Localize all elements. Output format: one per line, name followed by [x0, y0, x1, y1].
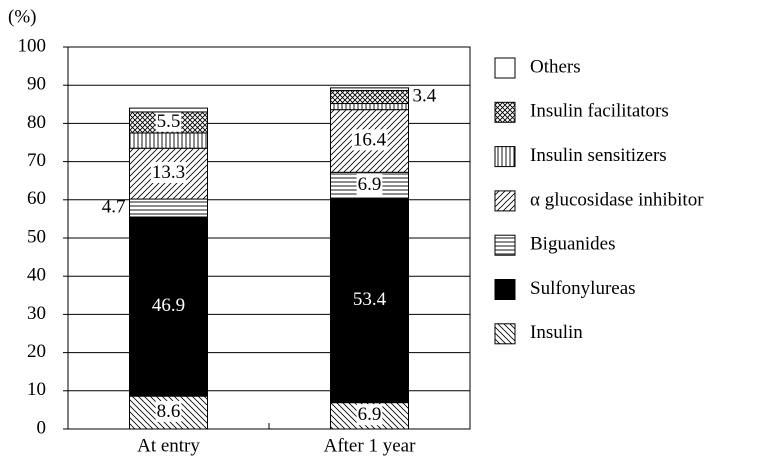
- y-tick-label: 100: [18, 35, 47, 56]
- data-label: 8.6: [157, 401, 181, 422]
- data-label: 3.4: [413, 85, 437, 106]
- y-tick-label: 20: [27, 341, 46, 362]
- legend-swatch: [494, 101, 516, 123]
- data-label-bg: [155, 400, 182, 422]
- bar-segment: [330, 87, 409, 92]
- bar-segment: [129, 216, 208, 397]
- legend-swatch: [494, 323, 516, 345]
- x-tick-label: After 1 year: [324, 435, 416, 456]
- bar-segment: [330, 103, 409, 111]
- y-axis-label: (%): [8, 6, 36, 27]
- y-tick-label: 10: [27, 379, 46, 400]
- legend-label: Others: [530, 56, 581, 77]
- y-tick-label: 40: [27, 265, 46, 286]
- legend-label: Insulin: [530, 322, 583, 343]
- data-label-bg: [356, 404, 383, 426]
- legend-swatch: [494, 57, 516, 79]
- y-tick-label: 0: [37, 417, 47, 438]
- legend-swatch: [494, 279, 516, 300]
- legend-swatch: [494, 190, 516, 212]
- y-tick-label: 70: [27, 150, 46, 171]
- data-label: 5.5: [157, 111, 181, 132]
- bar-segment: [330, 90, 409, 105]
- data-label: 13.3: [152, 162, 185, 183]
- data-label: 46.9: [152, 295, 185, 316]
- x-tick-label: At entry: [137, 435, 200, 456]
- data-label: 53.4: [353, 289, 387, 310]
- legend-label: α glucosidase inhibitor: [530, 189, 704, 210]
- data-label: 6.9: [358, 404, 382, 425]
- data-label: 6.9: [358, 174, 382, 195]
- legend-label: Insulin facilitators: [530, 101, 669, 122]
- bar-segment: [129, 132, 208, 149]
- legend-swatch: [494, 146, 516, 168]
- data-label-bg: [356, 173, 383, 195]
- data-label: 16.4: [353, 129, 387, 150]
- bar-segment: [129, 198, 208, 218]
- legend-swatch: [494, 234, 516, 256]
- legend-label: Insulin sensitizers: [530, 145, 667, 166]
- y-tick-label: 80: [27, 112, 46, 133]
- bar-segment: [129, 107, 208, 113]
- y-tick-label: 90: [27, 74, 46, 95]
- data-label-bg: [150, 161, 187, 183]
- data-label-bg: [155, 110, 182, 132]
- y-tick-label: 60: [27, 188, 46, 209]
- bar-segment: [330, 198, 409, 404]
- data-label: 4.7: [102, 196, 126, 217]
- y-tick-label: 50: [27, 226, 46, 247]
- legend-label: Sulfonylureas: [530, 278, 636, 299]
- data-label-bg: [351, 129, 388, 151]
- legend-label: Biguanides: [530, 234, 616, 255]
- y-tick-label: 30: [27, 303, 46, 324]
